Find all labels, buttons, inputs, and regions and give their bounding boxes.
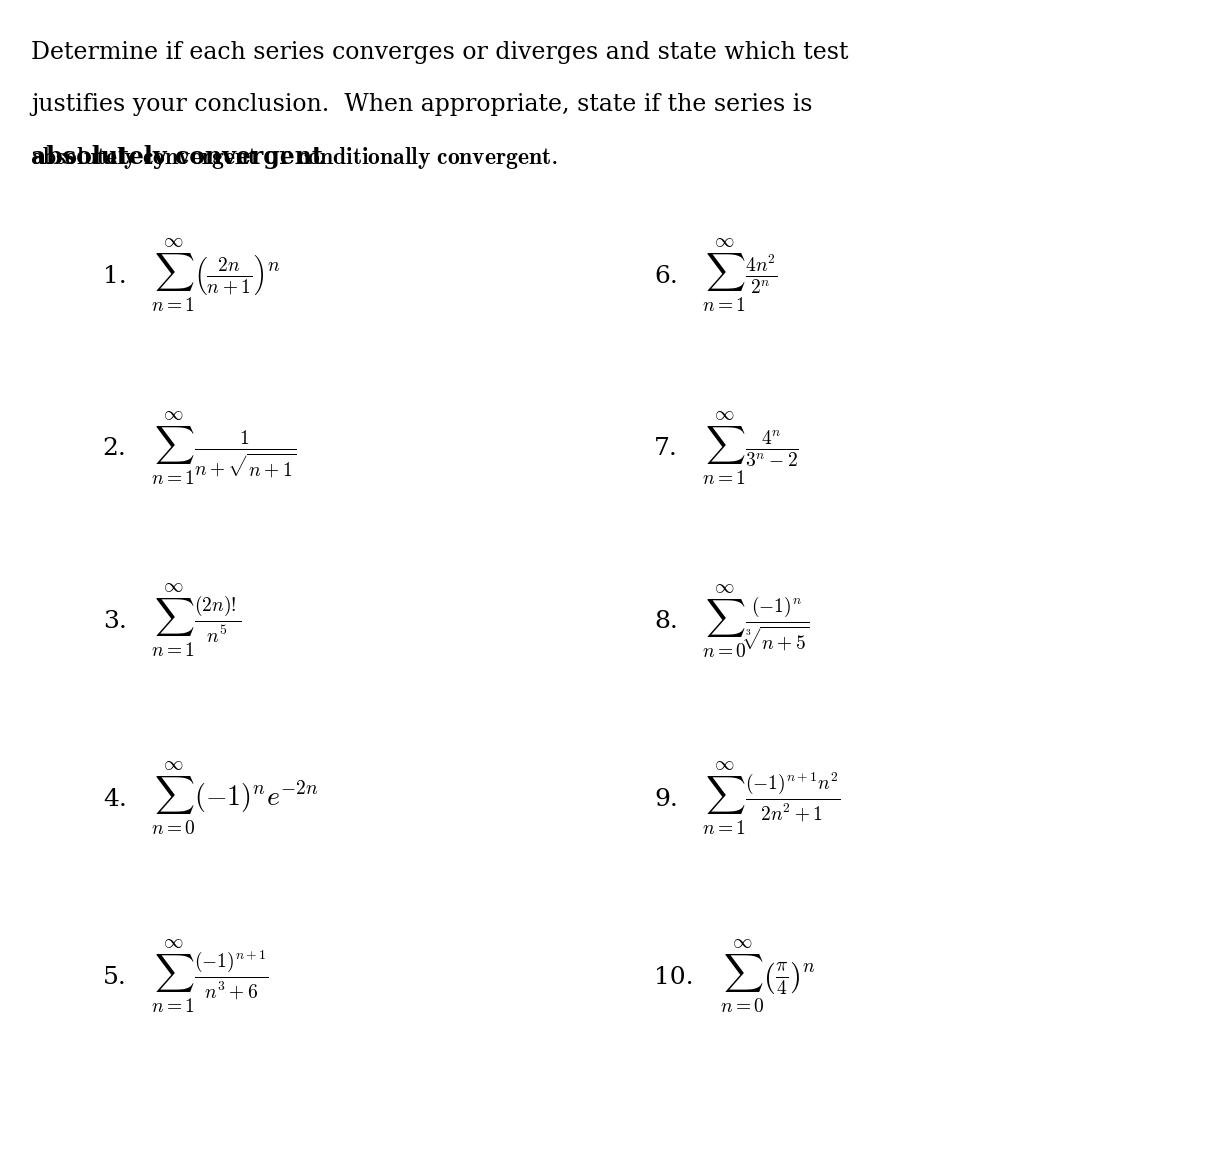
- Text: $\sum_{n=1}^{\infty}\frac{(-1)^{n+1}n^{2}}{2n^{2}+1}$: $\sum_{n=1}^{\infty}\frac{(-1)^{n+1}n^{2…: [702, 760, 840, 838]
- Text: 9.: 9.: [654, 788, 678, 811]
- Text: $\sum_{n=1}^{\infty}\frac{(2n)!}{n^{5}}$: $\sum_{n=1}^{\infty}\frac{(2n)!}{n^{5}}$: [150, 582, 241, 660]
- Text: $\mathbf{absolutely\ convergent}$ or $\mathbf{conditionally\ convergent}$.: $\mathbf{absolutely\ convergent}$ or $\m…: [32, 145, 558, 171]
- Text: justifies your conclusion.  When appropriate, state if the series is: justifies your conclusion. When appropri…: [32, 93, 812, 116]
- Text: $\sum_{n=0}^{\infty}(-1)^{n}e^{-2n}$: $\sum_{n=0}^{\infty}(-1)^{n}e^{-2n}$: [150, 761, 319, 838]
- Text: $\sum_{n=0}^{\infty}\frac{(-1)^{n}}{\sqrt[3]{n+5}}$: $\sum_{n=0}^{\infty}\frac{(-1)^{n}}{\sqr…: [702, 583, 810, 660]
- Text: 7.: 7.: [654, 437, 678, 460]
- Text: 3.: 3.: [103, 610, 127, 632]
- Text: 10.: 10.: [654, 966, 693, 989]
- Text: $\sum_{n=1}^{\infty}\left(\frac{2n}{n+1}\right)^{n}$: $\sum_{n=1}^{\infty}\left(\frac{2n}{n+1}…: [150, 238, 281, 315]
- Text: $\sum_{n=1}^{\infty}\frac{1}{n+\sqrt{n+1}}$: $\sum_{n=1}^{\infty}\frac{1}{n+\sqrt{n+1…: [150, 410, 296, 488]
- Text: 1.: 1.: [103, 265, 126, 288]
- Text: $\sum_{n=0}^{\infty}\left(\frac{\pi}{4}\right)^{n}$: $\sum_{n=0}^{\infty}\left(\frac{\pi}{4}\…: [720, 939, 816, 1016]
- Text: $\sum_{n=1}^{\infty}\frac{4^{n}}{3^{n}-2}$: $\sum_{n=1}^{\infty}\frac{4^{n}}{3^{n}-2…: [702, 410, 799, 488]
- Text: 5.: 5.: [103, 966, 127, 989]
- Text: $\sum_{n=1}^{\infty}\frac{(-1)^{n+1}}{n^{3}+6}$: $\sum_{n=1}^{\infty}\frac{(-1)^{n+1}}{n^…: [150, 939, 268, 1016]
- Text: 8.: 8.: [654, 610, 678, 632]
- Text: 6.: 6.: [654, 265, 678, 288]
- Text: 2.: 2.: [103, 437, 127, 460]
- Text: 4.: 4.: [103, 788, 127, 811]
- Text: Determine if each series converges or diverges and state which test: Determine if each series converges or di…: [32, 42, 848, 64]
- Text: $\sum_{n=1}^{\infty}\frac{4n^{2}}{2^{n}}$: $\sum_{n=1}^{\infty}\frac{4n^{2}}{2^{n}}…: [702, 238, 778, 315]
- Text: absolutely convergent: absolutely convergent: [32, 145, 322, 168]
